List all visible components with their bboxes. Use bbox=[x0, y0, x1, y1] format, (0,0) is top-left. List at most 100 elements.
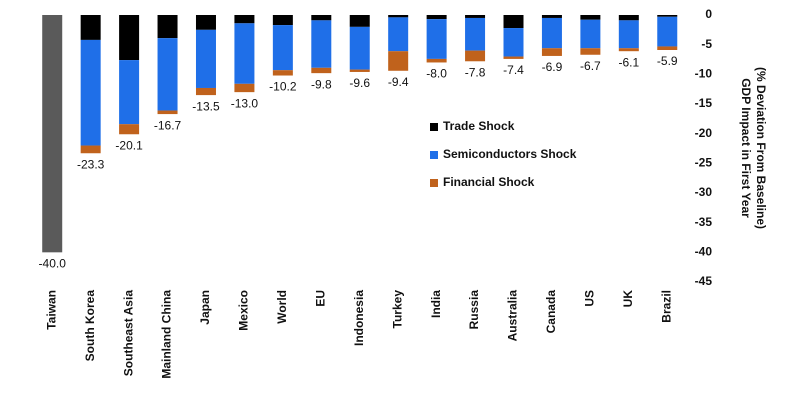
bar-segment bbox=[195, 15, 216, 30]
legend-label: Semiconductors Shock bbox=[443, 147, 577, 161]
bar-segment bbox=[388, 51, 409, 71]
total-label: -9.4 bbox=[388, 75, 409, 89]
bar-segment bbox=[503, 56, 524, 59]
bar-segment bbox=[272, 25, 293, 71]
bar-segment bbox=[580, 19, 601, 49]
legend-label: Financial Shock bbox=[443, 175, 535, 189]
bar-segment bbox=[426, 15, 447, 20]
total-label: -13.0 bbox=[231, 96, 259, 110]
legend-swatch bbox=[430, 179, 438, 187]
legend-swatch bbox=[430, 123, 438, 131]
bar-segment bbox=[195, 87, 216, 96]
bar-segment bbox=[618, 15, 639, 21]
bar-segment bbox=[119, 60, 140, 125]
total-label: -13.5 bbox=[192, 99, 220, 113]
y-tick-label: -10 bbox=[695, 67, 713, 81]
x-tick-label: India bbox=[429, 290, 443, 318]
total-label: -9.8 bbox=[311, 77, 332, 91]
total-label: -5.9 bbox=[657, 54, 678, 68]
y-tick-label: -30 bbox=[695, 185, 713, 199]
bar-segment bbox=[157, 110, 178, 115]
bar-segment bbox=[234, 15, 255, 24]
x-tick-label: Turkey bbox=[390, 290, 404, 329]
bar-segment bbox=[580, 15, 601, 20]
bar-segment bbox=[80, 15, 101, 40]
bar-segment bbox=[465, 17, 486, 51]
bar-segment bbox=[541, 17, 562, 49]
total-label: -10.2 bbox=[269, 80, 297, 94]
x-tick-label: Canada bbox=[544, 290, 558, 334]
y-tick-label: -45 bbox=[695, 274, 713, 288]
y-tick-label: -25 bbox=[695, 156, 713, 170]
bar-segment bbox=[195, 29, 216, 88]
legend-label: Trade Shock bbox=[443, 119, 515, 133]
x-tick-label: EU bbox=[313, 290, 327, 307]
total-label: -6.7 bbox=[580, 59, 601, 73]
bar-segment bbox=[657, 46, 678, 51]
x-tick-label: World bbox=[275, 290, 289, 324]
y-tick-label: -35 bbox=[695, 215, 713, 229]
bar-segment bbox=[272, 15, 293, 26]
y-axis-label: GDP Impact in First Year bbox=[739, 78, 753, 218]
bar-segment bbox=[657, 16, 678, 47]
bar-segment bbox=[349, 26, 370, 70]
bar-segment bbox=[157, 38, 178, 111]
total-label: -16.7 bbox=[154, 118, 182, 132]
total-label: -6.1 bbox=[618, 55, 639, 69]
bar-segment bbox=[119, 15, 140, 61]
total-label: -6.9 bbox=[542, 60, 563, 74]
bar-segment bbox=[349, 69, 370, 72]
bar-segment bbox=[80, 145, 101, 154]
bar-segment bbox=[426, 58, 447, 63]
bar-segment bbox=[541, 48, 562, 56]
x-tick-label: South Korea bbox=[83, 290, 97, 362]
bar-segment bbox=[311, 20, 332, 68]
bar-segment bbox=[657, 15, 678, 17]
bar-segment bbox=[465, 15, 486, 18]
bar-segment bbox=[503, 28, 524, 57]
x-tick-label: Japan bbox=[198, 290, 212, 325]
total-label: -8.0 bbox=[426, 67, 447, 81]
x-tick-label: Mainland China bbox=[160, 290, 174, 379]
bar-segment bbox=[80, 39, 101, 146]
y-tick-label: -5 bbox=[701, 37, 712, 51]
bar-segment bbox=[465, 50, 486, 62]
bar-segment bbox=[618, 20, 639, 49]
x-tick-label: UK bbox=[621, 290, 635, 308]
x-tick-label: Russia bbox=[467, 290, 481, 330]
total-label: -40.0 bbox=[39, 257, 67, 271]
bar-segment bbox=[157, 15, 178, 39]
bar-segment bbox=[119, 124, 140, 135]
total-label: -7.8 bbox=[465, 65, 486, 79]
bar-segment bbox=[234, 83, 255, 93]
x-tick-label: Brazil bbox=[659, 290, 673, 323]
legend-swatch bbox=[430, 151, 438, 159]
total-label: -23.3 bbox=[77, 157, 105, 171]
bar-segment bbox=[618, 48, 639, 52]
y-tick-label: -20 bbox=[695, 126, 713, 140]
bar-segment bbox=[234, 23, 255, 84]
bar-segment bbox=[388, 15, 409, 18]
bar-segment bbox=[349, 15, 370, 27]
y-tick-label: 0 bbox=[705, 7, 712, 21]
bar-segment bbox=[580, 48, 601, 55]
x-tick-label: Mexico bbox=[237, 290, 251, 331]
x-tick-label: US bbox=[583, 290, 597, 307]
x-tick-label: Southeast Asia bbox=[121, 290, 135, 377]
bar-segment bbox=[272, 70, 293, 76]
y-axis-label: (% Deviation From Baseline) bbox=[754, 67, 768, 229]
x-tick-label: Taiwan bbox=[44, 290, 58, 330]
x-tick-label: Australia bbox=[506, 290, 520, 342]
x-tick-label: Indonesia bbox=[352, 290, 366, 346]
bar-segment bbox=[311, 67, 332, 74]
total-label: -7.4 bbox=[503, 63, 524, 77]
total-label: -9.6 bbox=[349, 76, 370, 90]
bar bbox=[42, 15, 63, 253]
bar-segment bbox=[426, 19, 447, 59]
bar-segment bbox=[311, 15, 332, 21]
bar-segment bbox=[388, 17, 409, 52]
y-tick-label: -40 bbox=[695, 245, 713, 259]
bar-segment bbox=[503, 15, 524, 29]
total-label: -20.1 bbox=[115, 138, 143, 152]
